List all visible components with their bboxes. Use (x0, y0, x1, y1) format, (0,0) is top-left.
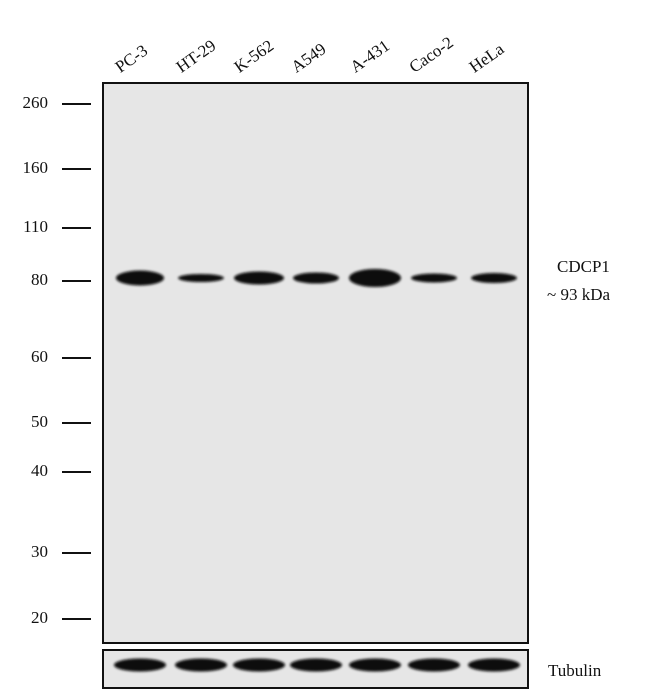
lane-label: PC-3 (112, 41, 152, 77)
tubulin-band (408, 658, 460, 672)
target-size: ~ 93 kDa (547, 285, 610, 304)
marker-label: 60 (31, 347, 48, 366)
cdcp1-band (471, 273, 517, 283)
tubulin-band (468, 658, 520, 672)
lane-label: A-431 (347, 36, 393, 76)
lane-label: HT-29 (173, 36, 220, 77)
main-blot (102, 82, 529, 644)
marker-label: 30 (31, 542, 48, 561)
tubulin-band (290, 658, 342, 672)
tubulin-band (175, 658, 227, 672)
marker-label: 110 (23, 217, 48, 236)
cdcp1-band (349, 269, 401, 287)
tubulin-band (233, 658, 285, 672)
marker-label: 40 (31, 461, 48, 480)
marker-label: 50 (31, 412, 48, 431)
cdcp1-band (293, 272, 339, 284)
marker-label: 80 (31, 270, 48, 289)
lane-label: Caco-2 (406, 33, 457, 77)
lane-label: A549 (288, 39, 330, 76)
cdcp1-band (234, 271, 284, 285)
cdcp1-band (178, 274, 224, 282)
cdcp1-band (116, 270, 164, 286)
marker-label: 20 (31, 608, 48, 627)
target-name: CDCP1 (557, 257, 610, 276)
cdcp1-band (411, 273, 457, 283)
lane-label: HeLa (466, 39, 508, 76)
marker-label: 260 (23, 93, 49, 112)
tubulin-band (349, 658, 401, 672)
tubulin-band (114, 658, 166, 672)
lane-label: K-562 (231, 36, 277, 76)
loading-control-label: Tubulin (548, 661, 602, 680)
marker-label: 160 (23, 158, 49, 177)
